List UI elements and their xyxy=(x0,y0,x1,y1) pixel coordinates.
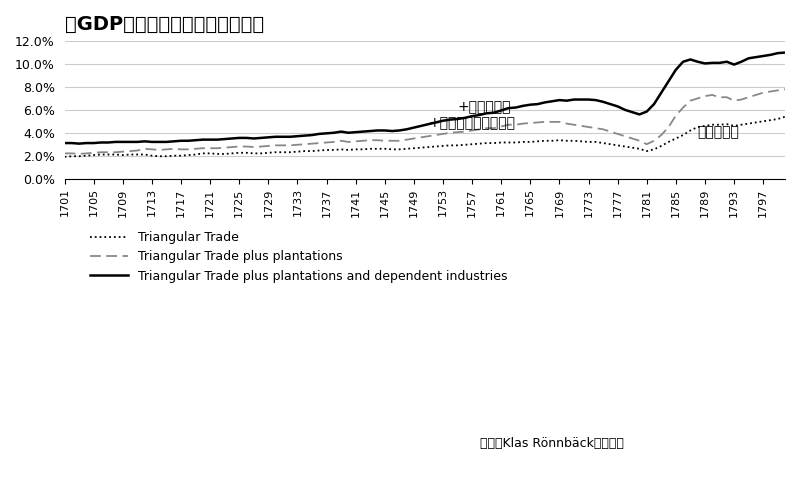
Triangular Trade xyxy=(780,114,790,120)
Triangular Trade xyxy=(722,121,731,127)
Triangular Trade xyxy=(227,150,237,156)
Text: 英GDPに対する奴隷貿易の貢献度: 英GDPに対する奴隷貿易の貢献度 xyxy=(65,15,264,34)
Triangular Trade plus plantations xyxy=(60,150,70,156)
Legend: Triangular Trade, Triangular Trade plus plantations, Triangular Trade plus plant: Triangular Trade, Triangular Trade plus … xyxy=(86,226,512,288)
Triangular Trade plus plantations and dependent industries xyxy=(234,135,244,141)
Triangular Trade plus plantations xyxy=(438,131,448,137)
Text: +プランテーション分: +プランテーション分 xyxy=(429,117,515,130)
Triangular Trade plus plantations and dependent industries xyxy=(438,118,448,124)
Triangular Trade plus plantations xyxy=(751,92,761,98)
Triangular Trade plus plantations xyxy=(497,124,506,129)
Triangular Trade plus plantations and dependent industries xyxy=(751,54,761,60)
Triangular Trade xyxy=(198,150,208,156)
Text: 奴隷貿易分: 奴隷貿易分 xyxy=(698,125,739,139)
Text: +関連産業分: +関連産業分 xyxy=(458,100,511,114)
Triangular Trade plus plantations xyxy=(234,144,244,150)
Triangular Trade plus plantations and dependent industries xyxy=(497,108,506,114)
Triangular Trade xyxy=(60,154,70,160)
Line: Triangular Trade: Triangular Trade xyxy=(65,117,785,157)
Triangular Trade xyxy=(489,140,498,146)
Triangular Trade plus plantations and dependent industries xyxy=(780,49,790,55)
Triangular Trade xyxy=(431,144,441,150)
Line: Triangular Trade plus plantations: Triangular Trade plus plantations xyxy=(65,89,785,154)
Triangular Trade plus plantations xyxy=(206,145,215,151)
Triangular Trade plus plantations and dependent industries xyxy=(74,141,84,147)
Triangular Trade xyxy=(744,121,754,126)
Triangular Trade plus plantations xyxy=(780,86,790,92)
Line: Triangular Trade plus plantations and dependent industries: Triangular Trade plus plantations and de… xyxy=(65,52,785,144)
Text: 出所）Klas Rönnbäck氏の論文: 出所）Klas Rönnbäck氏の論文 xyxy=(480,437,624,450)
Triangular Trade plus plantations xyxy=(730,98,739,104)
Triangular Trade plus plantations xyxy=(74,151,84,157)
Triangular Trade plus plantations and dependent industries xyxy=(206,137,215,143)
Triangular Trade plus plantations and dependent industries xyxy=(730,62,739,68)
Triangular Trade plus plantations and dependent industries xyxy=(60,140,70,146)
